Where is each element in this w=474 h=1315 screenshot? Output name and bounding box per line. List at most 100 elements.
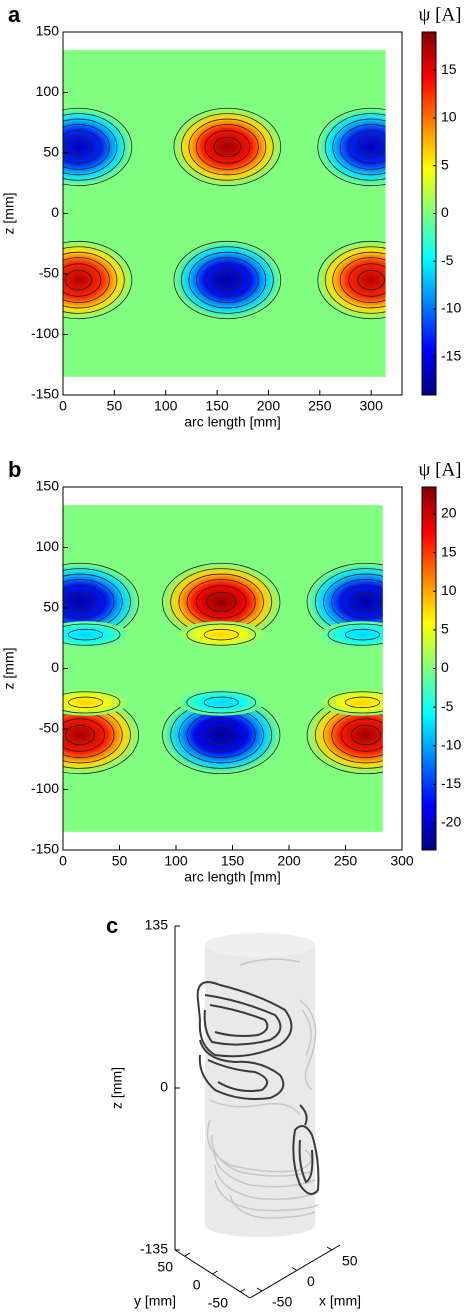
y-axis-label: z [mm] <box>1 193 17 235</box>
z-tick-label: -135 <box>140 1241 168 1257</box>
colorbar-tick-label: 0 <box>441 659 449 675</box>
x-tick-label: 100 <box>164 853 188 869</box>
x-axis-label: arc length [mm] <box>184 869 280 885</box>
colorbar-tick-label: -5 <box>441 252 454 268</box>
contour-line <box>68 628 104 641</box>
x-tick-label: 0 <box>59 853 67 869</box>
y-tick-label: 100 <box>36 538 60 554</box>
field <box>63 562 383 775</box>
colorbar-tick-label: 10 <box>441 582 457 598</box>
back-contours <box>206 958 319 1219</box>
contour-line <box>317 240 386 320</box>
contour-line <box>348 263 386 297</box>
contour-line <box>350 724 381 746</box>
contour-line <box>173 240 282 320</box>
y-tick-label: 0 <box>51 204 59 220</box>
contour-line <box>63 240 133 320</box>
z-tick-label: 135 <box>145 917 169 933</box>
x-tick-label: 150 <box>205 398 229 414</box>
cylinder-bottom <box>205 1213 315 1237</box>
y-tick <box>212 1270 218 1275</box>
contour-line <box>64 136 93 158</box>
contour-line <box>63 113 125 181</box>
panel-label: a <box>8 2 21 27</box>
y-tick-label: 0 <box>193 1277 201 1293</box>
contour-line <box>340 585 383 619</box>
x-tick <box>256 1287 263 1292</box>
contour-line <box>64 591 96 613</box>
contour-line <box>204 263 251 297</box>
x-tick-label: 250 <box>308 398 332 414</box>
contour-line <box>206 724 237 746</box>
contour-line <box>327 623 383 646</box>
lobe <box>307 696 383 774</box>
lobe <box>307 563 383 641</box>
contour-line <box>63 118 118 176</box>
z-tick-label: 0 <box>160 1079 168 1095</box>
x-tick-label: 300 <box>390 853 414 869</box>
contour-line <box>348 130 386 164</box>
y-tick-label: 50 <box>43 599 59 615</box>
lobe <box>178 621 265 648</box>
colorbar-tick-label: 0 <box>441 204 449 220</box>
panel-c-art: c -135 0 135 -50 0 50 -50 0 50 z [mm] y [mm] x [mm] <box>106 913 361 1311</box>
y-tick-label: 50 <box>157 1259 173 1275</box>
y-tick-label: -100 <box>31 780 59 796</box>
y-tick <box>239 1288 246 1293</box>
contour-line <box>63 623 121 646</box>
colorbar-tick-label: -10 <box>441 300 461 316</box>
contour-line <box>63 124 110 170</box>
x-axis-label: x [mm] <box>319 1293 361 1309</box>
lobe <box>319 689 383 716</box>
x-tick <box>326 1246 333 1251</box>
contour-line <box>344 696 381 709</box>
colorbar-label: ψ [A] <box>418 4 461 25</box>
contour-line <box>203 696 239 709</box>
contour-line <box>186 691 256 714</box>
x-tick-label: 200 <box>277 853 301 869</box>
colorbar-tick-label: 15 <box>441 61 457 77</box>
lobe <box>63 689 129 716</box>
lobe <box>63 621 129 648</box>
x-tick-label: 200 <box>257 398 281 414</box>
contour-line <box>203 628 239 641</box>
x-axis-label: arc length [mm] <box>184 414 280 430</box>
contour-line <box>332 251 386 309</box>
y-tick-label: -150 <box>31 841 59 857</box>
contour-line <box>350 591 381 613</box>
y-tick-label: -150 <box>31 386 59 402</box>
contour-line <box>196 585 247 619</box>
heatmap-panel: b0 50 100 150 200 250 300-150-100-50050100150a… <box>1 457 462 885</box>
x-tick-label: 0 <box>59 398 67 414</box>
contour-line <box>206 591 237 613</box>
lobe <box>63 241 132 319</box>
y-tick-label: -50 <box>208 1295 228 1311</box>
y-axis-label: y [mm] <box>134 1293 176 1309</box>
contour-line <box>344 628 381 641</box>
panel-label: b <box>8 457 21 482</box>
contour-line <box>357 269 385 291</box>
contour-line <box>340 718 383 752</box>
contour-line <box>317 107 386 187</box>
lobe <box>162 696 280 774</box>
contour-line <box>357 136 385 158</box>
lobe <box>317 241 386 319</box>
cylinder-top <box>205 933 315 957</box>
lobe <box>63 108 132 186</box>
colorbar-tick-label: -15 <box>441 347 461 363</box>
contour-line <box>324 113 386 181</box>
colorbar-tick-label: 10 <box>441 109 457 125</box>
contour-line <box>339 124 386 170</box>
y-tick-label: 100 <box>36 83 60 99</box>
contour-line <box>173 107 282 187</box>
contour-line <box>63 718 106 752</box>
y-axis-label: z [mm] <box>1 648 17 690</box>
z-axis-label: z [mm] <box>109 1067 125 1109</box>
lobe <box>319 621 383 648</box>
field <box>63 107 386 320</box>
x-tick-label: 100 <box>154 398 178 414</box>
contour-line <box>327 691 383 714</box>
contour-line <box>188 118 267 176</box>
contour-line <box>186 623 256 646</box>
